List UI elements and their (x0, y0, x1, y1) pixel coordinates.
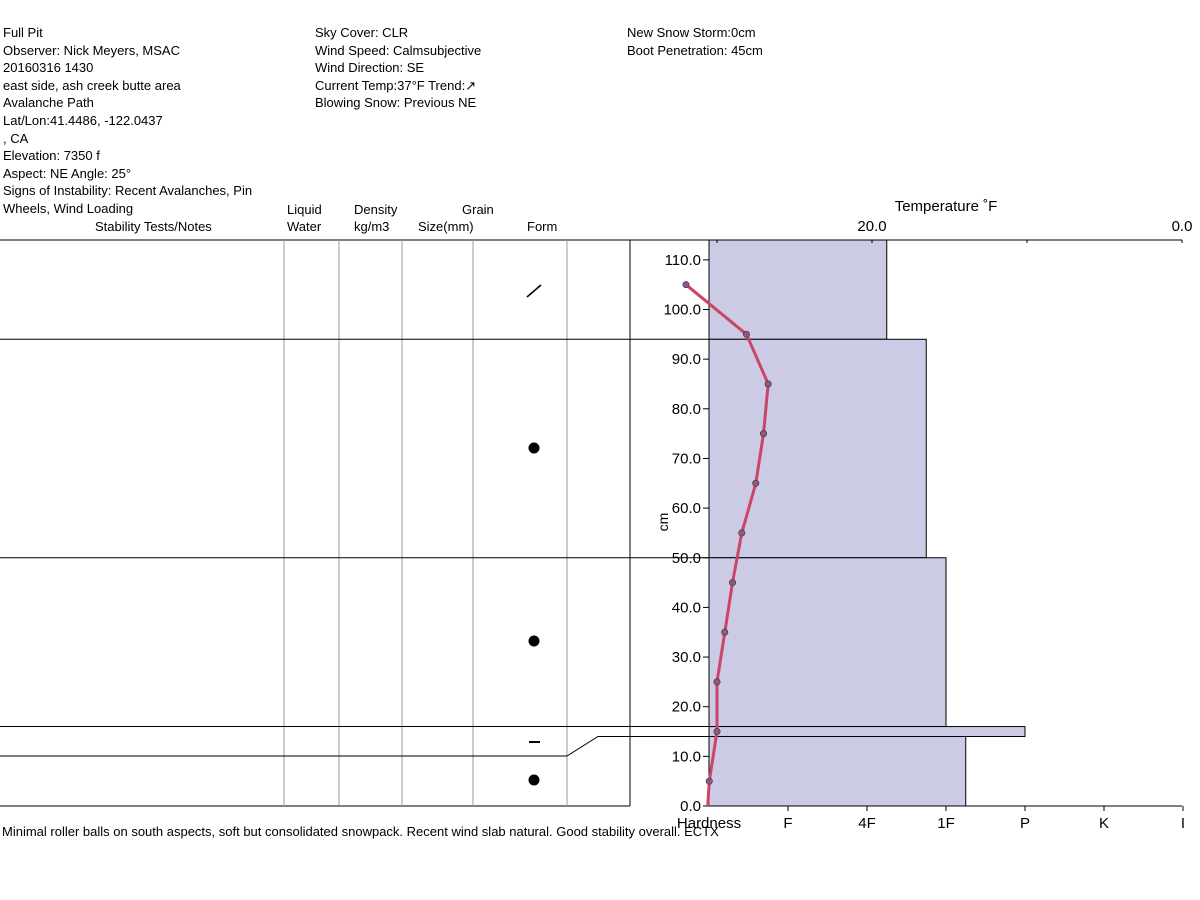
hardness-tick-label: K (1099, 815, 1109, 832)
layer-table-grid (0, 239, 1182, 807)
weather-info-line: Wind Direction: SE (315, 60, 425, 76)
snow-info-line: Boot Penetration: 45cm (627, 42, 763, 58)
temperature-point (738, 529, 746, 537)
weather-info-line: Wind Speed: Calmsubjective (315, 42, 482, 58)
temperature-point (713, 678, 721, 686)
hardness-tick-label: F (783, 815, 792, 832)
form-header: Form (527, 219, 558, 234)
hardness-tick-label: P (1020, 815, 1030, 832)
pit-info-line: Elevation: 7350 f (3, 148, 100, 164)
grain-header-2: Size(mm) (418, 219, 474, 234)
temperature-point (752, 479, 760, 487)
temperature-point (728, 579, 736, 587)
temperature-point (713, 728, 721, 736)
depth-tick-label: 0.0 (680, 798, 701, 815)
hardness-layers (708, 239, 1026, 807)
pit-info-line: Wheels, Wind Loading (3, 200, 134, 216)
density-header-2: kg/m3 (354, 219, 390, 234)
weather-info-line: Blowing Snow: Previous NE (315, 95, 477, 111)
hardness-bar (708, 338, 927, 559)
pit-info-line: 20160316 1430 (3, 60, 94, 76)
depth-tick-label: 80.0 (672, 401, 701, 418)
depth-tick-label: 30.0 (672, 649, 701, 666)
chart-axes: 0.0 10.0 20.0 30.0 40.0 50.0 60.0 70.0 80.0 90.0 1… (663, 240, 1185, 832)
temperature-point (705, 777, 713, 785)
hardness-tick-label: 1F (937, 815, 955, 832)
temperature-point (721, 628, 729, 636)
form-rounded-grains-icon (528, 442, 540, 454)
depth-tick-label: 10.0 (672, 748, 701, 765)
weather-info-line: Sky Cover: CLR (315, 25, 409, 40)
weather-info: Sky Cover: CLR Wind Speed: Calmsubjectiv… (315, 24, 481, 112)
pit-info-line: Avalanche Path (3, 95, 94, 111)
hardness-tick-label: I (1181, 815, 1185, 832)
hardness-bar (708, 239, 888, 340)
depth-tick-label: 110.0 (665, 252, 701, 269)
pit-info-line: , CA (3, 130, 29, 146)
temperature-profile (682, 281, 772, 807)
pit-info-line: east side, ash creek butte area (3, 77, 181, 93)
density-header-1: Density (354, 202, 398, 217)
snow-info: New Snow Storm:0cm Boot Penetration: 45c… (627, 24, 763, 59)
depth-tick-label: 50.0 (672, 550, 701, 567)
grain-form-symbols (526, 284, 542, 786)
temperature-point (682, 281, 690, 289)
hardness-tick-label: 4F (858, 815, 876, 832)
depth-tick-label: 90.0 (672, 351, 701, 368)
pit-info-line: Full Pit (3, 25, 43, 40)
form-precipitation-particles-icon (526, 284, 542, 298)
stability-tests-header: Stability Tests/Notes (95, 219, 212, 234)
hardness-bar (708, 726, 1026, 737)
depth-tick-label: 70.0 (672, 450, 701, 467)
depth-axis-label: cm (655, 513, 671, 532)
depth-tick-label: 60.0 (672, 500, 701, 517)
layer-boundary-line (0, 735, 709, 757)
pit-info-line: Signs of Instability: Recent Avalanches,… (3, 183, 253, 199)
weather-info-line: Current Temp:37°F Trend:↗ (315, 77, 477, 93)
hardness-bar (708, 557, 947, 728)
temp-tick-label-20: 20.0 (857, 218, 886, 235)
temp-tick-label-0: 0.0 (1172, 218, 1193, 235)
snow-info-line: New Snow Storm:0cm (627, 25, 756, 40)
hardness-bar (708, 735, 967, 807)
pit-info-line: Aspect: NE Angle: 25° (3, 165, 132, 181)
pit-notes: Minimal roller balls on south aspects, s… (2, 824, 719, 839)
pit-info-line: Lat/Lon:41.4486, -122.0437 (3, 112, 163, 128)
temperature-line (685, 283, 770, 807)
liquid-water-header-2: Water (287, 219, 322, 234)
depth-tick-label: 40.0 (672, 599, 701, 616)
pit-info-line: Observer: Nick Meyers, MSAC (3, 42, 180, 58)
liquid-water-header-1: Liquid (287, 202, 322, 217)
pit-info: Full Pit Observer: Nick Meyers, MSAC 201… (3, 24, 252, 218)
depth-tick-label: 20.0 (672, 699, 701, 716)
form-rounded-grains-icon (528, 774, 540, 786)
temperature-point (742, 330, 750, 338)
temperature-point (759, 430, 767, 438)
grain-header-1: Grain (462, 202, 494, 217)
temperature-axis-title: Temperature ˚F (895, 198, 998, 215)
temperature-point (764, 380, 772, 388)
hardness-axis-label: Hardness (677, 815, 741, 832)
form-rounded-grains-icon (528, 635, 540, 647)
depth-tick-label: 100.0 (663, 302, 701, 319)
